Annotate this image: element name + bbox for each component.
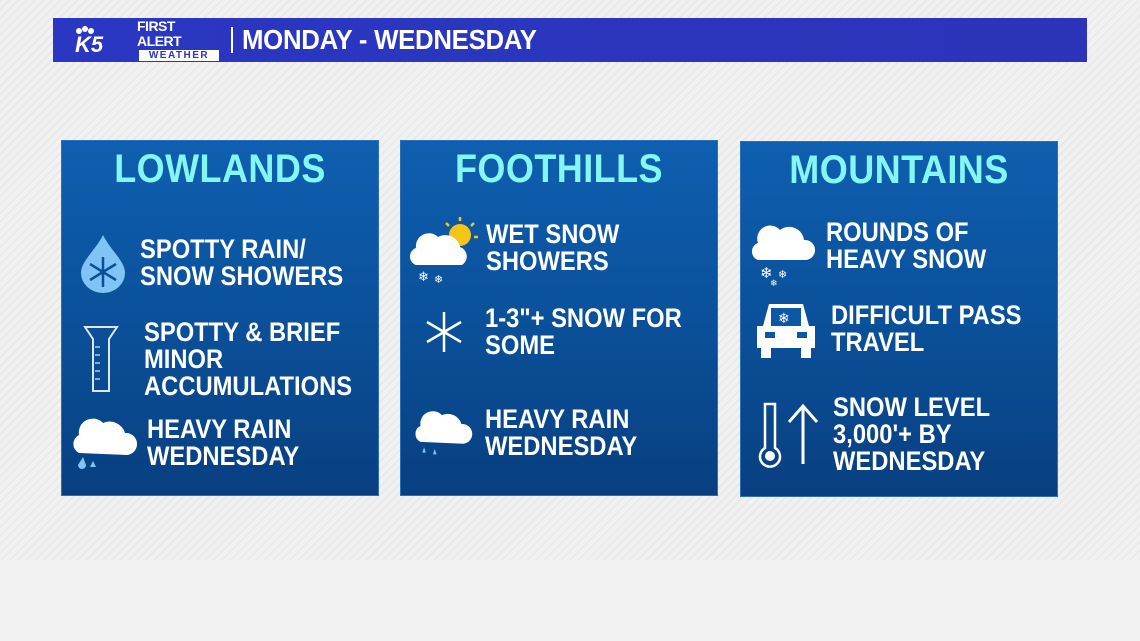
item-text: DIFFICULT PASS TRAVEL (831, 302, 1022, 356)
text-line: SOME (485, 330, 555, 360)
text-line: HEAVY SNOW (826, 244, 987, 274)
cloud-rain-icon (73, 418, 138, 469)
item-text: HEAVY RAIN WEDNESDAY (485, 406, 637, 460)
text-line: 3,000'+ BY (833, 419, 952, 449)
panel-lowlands: LOWLANDS SPOTTY RAIN/SNOW SHOWERS SPOTTY… (61, 140, 379, 496)
snowflake-icon (426, 312, 462, 352)
panel-title: LOWLANDS (114, 147, 326, 191)
item-text: SPOTTY RAIN/SNOW SHOWERS (140, 236, 343, 290)
text-line: HEAVY RAIN (485, 404, 630, 434)
text-line: FIRST ALERT (137, 18, 182, 49)
text-line: WEATHER (139, 50, 219, 61)
item-text: HEAVY RAIN WEDNESDAY (147, 416, 299, 470)
text-line: HEAVY RAIN (147, 414, 292, 444)
first-alert-weather-logo: FIRST ALERT WEATHER (137, 19, 221, 61)
text-line: SHOWERS (486, 246, 609, 276)
panel-mountains: MOUNTAINS ❄ ❄ ❄ ROUNDS OF HEAVY SNOW ❄ DIFF… (740, 141, 1058, 497)
svg-text:K5: K5 (75, 32, 104, 55)
sun-cloud-snow-icon: ❄ ❄ (409, 217, 478, 285)
page-title: MONDAY - WEDNESDAY (242, 24, 537, 55)
panel-title: MOUNTAINS (789, 148, 1009, 192)
text-line: DIFFICULT PASS (831, 300, 1022, 330)
svg-text:❄: ❄ (770, 278, 778, 286)
text-line: SNOW LEVEL (833, 392, 991, 422)
background-band (0, 560, 1140, 641)
text-line: 1-3"+ SNOW FOR (485, 303, 682, 333)
thermometer-up-arrow-icon (758, 402, 819, 468)
text-line: ACCUMULATIONS (144, 371, 353, 401)
item-text: 1-3"+ SNOW FOR SOME (485, 305, 682, 359)
item-text: ROUNDS OF HEAVY SNOW (826, 219, 986, 273)
snowflake-raindrop-icon (81, 235, 125, 293)
item-text: WET SNOW SHOWERS (486, 221, 619, 275)
item-text: SPOTTY & BRIEF MINOR ACCUMULATIONS (144, 319, 352, 400)
header-divider (231, 27, 233, 53)
panel-foothills: FOOTHILLS ❄ ❄ WET SNOW SHOWERS 1-3"+ SNOW … (400, 140, 718, 496)
text-line: WEDNESDAY (833, 446, 986, 476)
k5-logo-icon: K5 (75, 26, 104, 55)
text-line: MINOR (144, 344, 224, 374)
text-line: ROUNDS OF (826, 217, 969, 247)
header-bar: K5 FIRST ALERT WEATHER MONDAY - WEDNESDA… (53, 18, 1087, 62)
text-line: SPOTTY & BRIEF (144, 317, 341, 347)
cloud-snow-icon: ❄ ❄❄ (751, 225, 816, 286)
svg-text:❄: ❄ (418, 269, 429, 284)
text-line: SNOW SHOWERS (140, 261, 344, 291)
panel-title: FOOTHILLS (454, 147, 664, 191)
item-text: SNOW LEVEL 3,000'+ BY WEDNESDAY (833, 394, 990, 475)
svg-text:❄: ❄ (760, 265, 773, 282)
svg-text:❄: ❄ (434, 274, 443, 285)
svg-text:❄: ❄ (778, 269, 787, 281)
car-snow-icon: ❄ (757, 304, 815, 358)
text-line: SPOTTY RAIN/ (140, 234, 306, 264)
text-line: WET SNOW (486, 219, 620, 249)
text-line: TRAVEL (831, 327, 925, 357)
cloud-rain-icon (415, 411, 473, 455)
text-line: WEDNESDAY (485, 431, 638, 461)
rain-gauge-icon (83, 325, 119, 392)
text-line: WEDNESDAY (147, 441, 300, 471)
svg-text:❄: ❄ (778, 310, 790, 326)
